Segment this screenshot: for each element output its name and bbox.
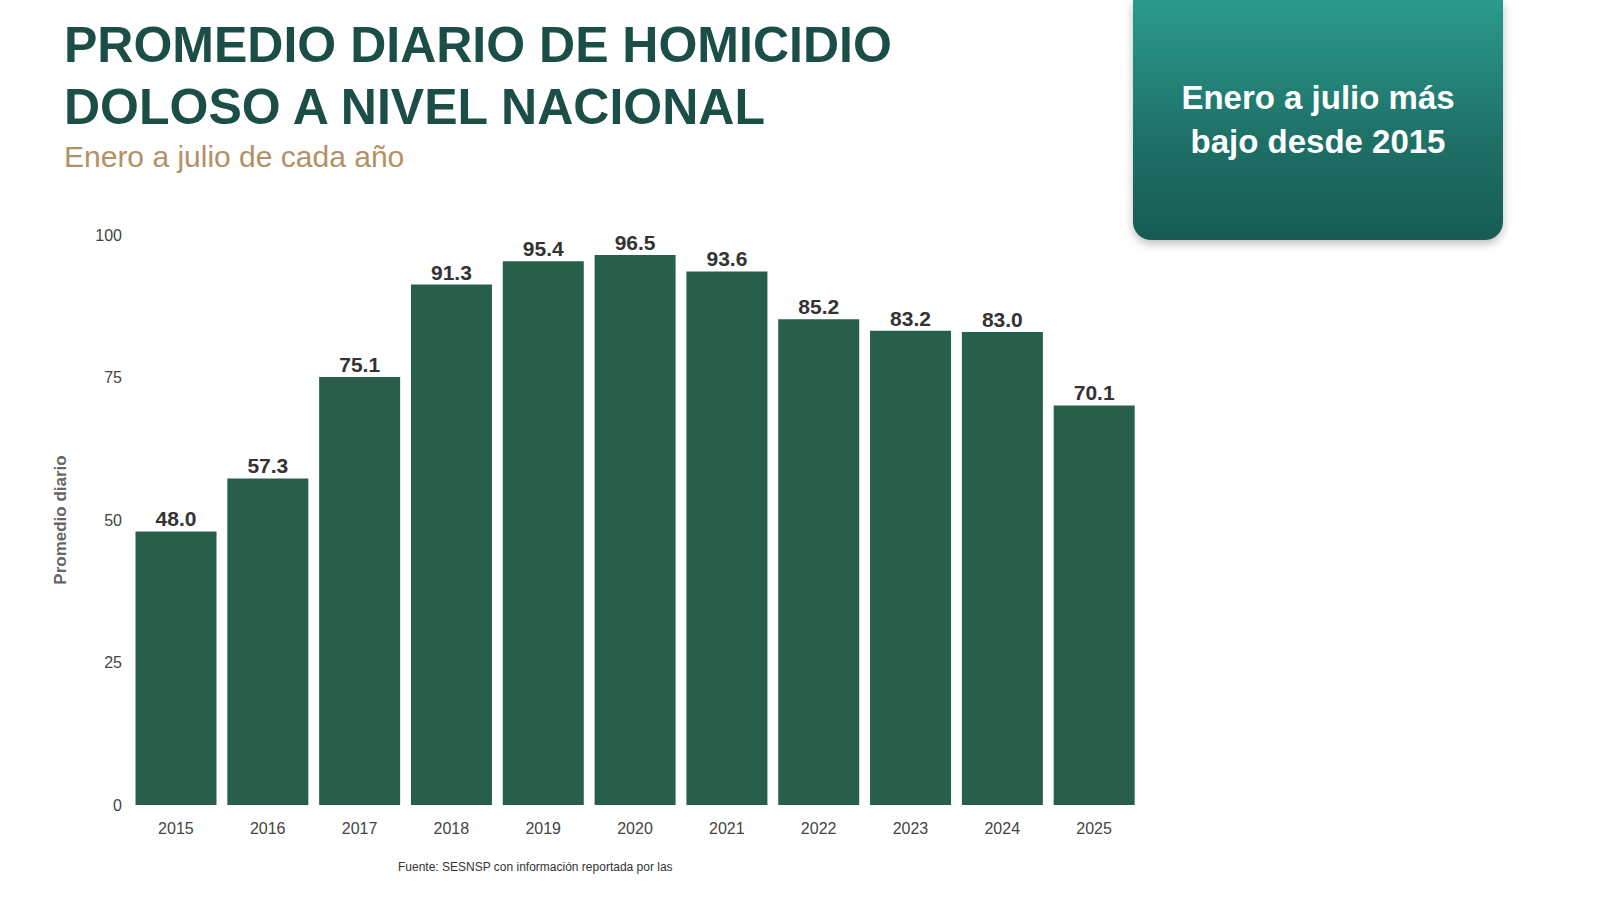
svg-text:2020: 2020: [617, 820, 653, 837]
svg-text:83.2: 83.2: [890, 307, 931, 330]
svg-text:2025: 2025: [1076, 820, 1112, 837]
svg-text:93.6: 93.6: [706, 247, 747, 270]
svg-text:2015: 2015: [158, 820, 194, 837]
svg-text:100: 100: [95, 227, 122, 244]
svg-text:2021: 2021: [709, 820, 745, 837]
svg-text:2023: 2023: [893, 820, 929, 837]
svg-text:0: 0: [113, 797, 122, 814]
svg-text:57.3: 57.3: [247, 454, 288, 477]
svg-text:95.4: 95.4: [523, 237, 564, 260]
svg-text:96.5: 96.5: [615, 231, 656, 254]
html-text:PROMEDIO DIARIO DE HOMICIDIO D: PROMEDIO DIARIO DE HOMICIDIO DOLOSO A NI…: [64, 17, 892, 135]
svg-text:83.0: 83.0: [982, 308, 1023, 331]
svg-text:2018: 2018: [434, 820, 470, 837]
svg-text:2017: 2017: [342, 820, 378, 837]
svg-text:50: 50: [104, 512, 122, 529]
svg-text:2019: 2019: [525, 820, 561, 837]
html-text:Enero a julio de cada año: Enero a julio de cada año: [64, 140, 405, 173]
html-text:Enero a julio más bajo desde 2: Enero a julio más bajo desde 2015: [1181, 79, 1455, 160]
svg-text:25: 25: [104, 654, 122, 671]
svg-text:2024: 2024: [984, 820, 1020, 837]
svg-text:85.2: 85.2: [798, 295, 839, 318]
svg-text:75.1: 75.1: [339, 353, 380, 376]
svg-text:75: 75: [104, 369, 122, 386]
svg-text:91.3: 91.3: [431, 261, 472, 284]
svg-text:Promedio diario: Promedio diario: [51, 455, 70, 584]
svg-text:2016: 2016: [250, 820, 286, 837]
html-text:Fuente: SESNSP con información: Fuente: SESNSP con información reportada…: [398, 860, 673, 874]
svg-text:70.1: 70.1: [1074, 381, 1115, 404]
svg-text:48.0: 48.0: [156, 507, 197, 530]
svg-text:2022: 2022: [801, 820, 837, 837]
